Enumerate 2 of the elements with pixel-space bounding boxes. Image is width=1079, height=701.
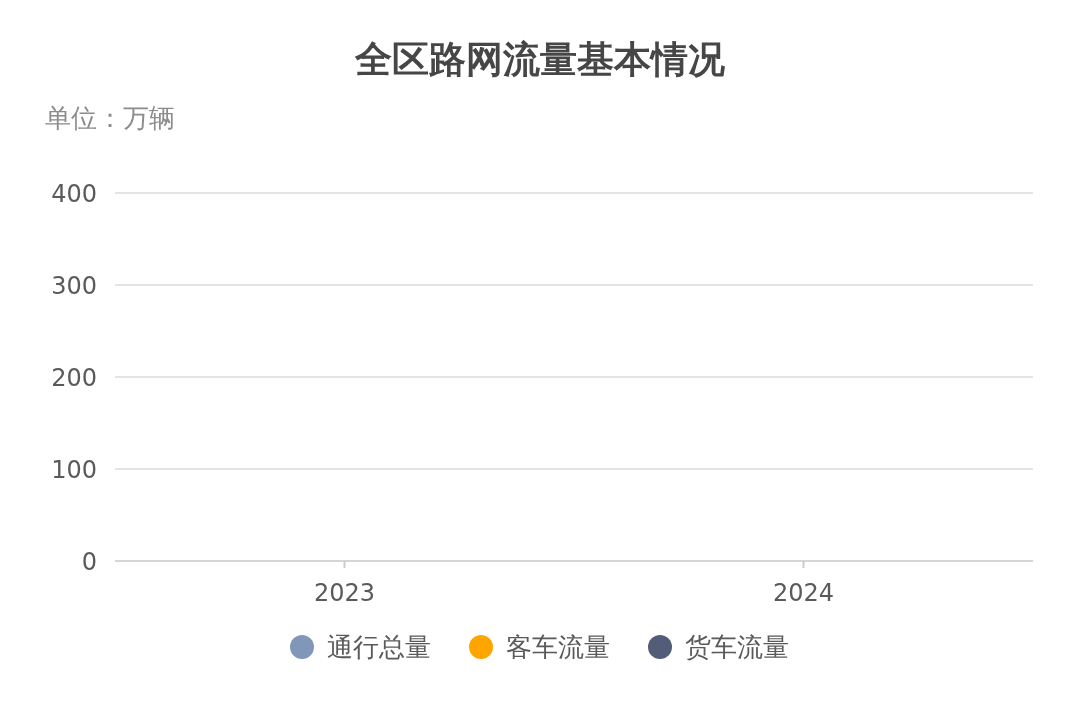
subtitle: 单位：万辆 bbox=[45, 103, 175, 133]
title: 全区路网流量基本情况 bbox=[354, 38, 725, 81]
